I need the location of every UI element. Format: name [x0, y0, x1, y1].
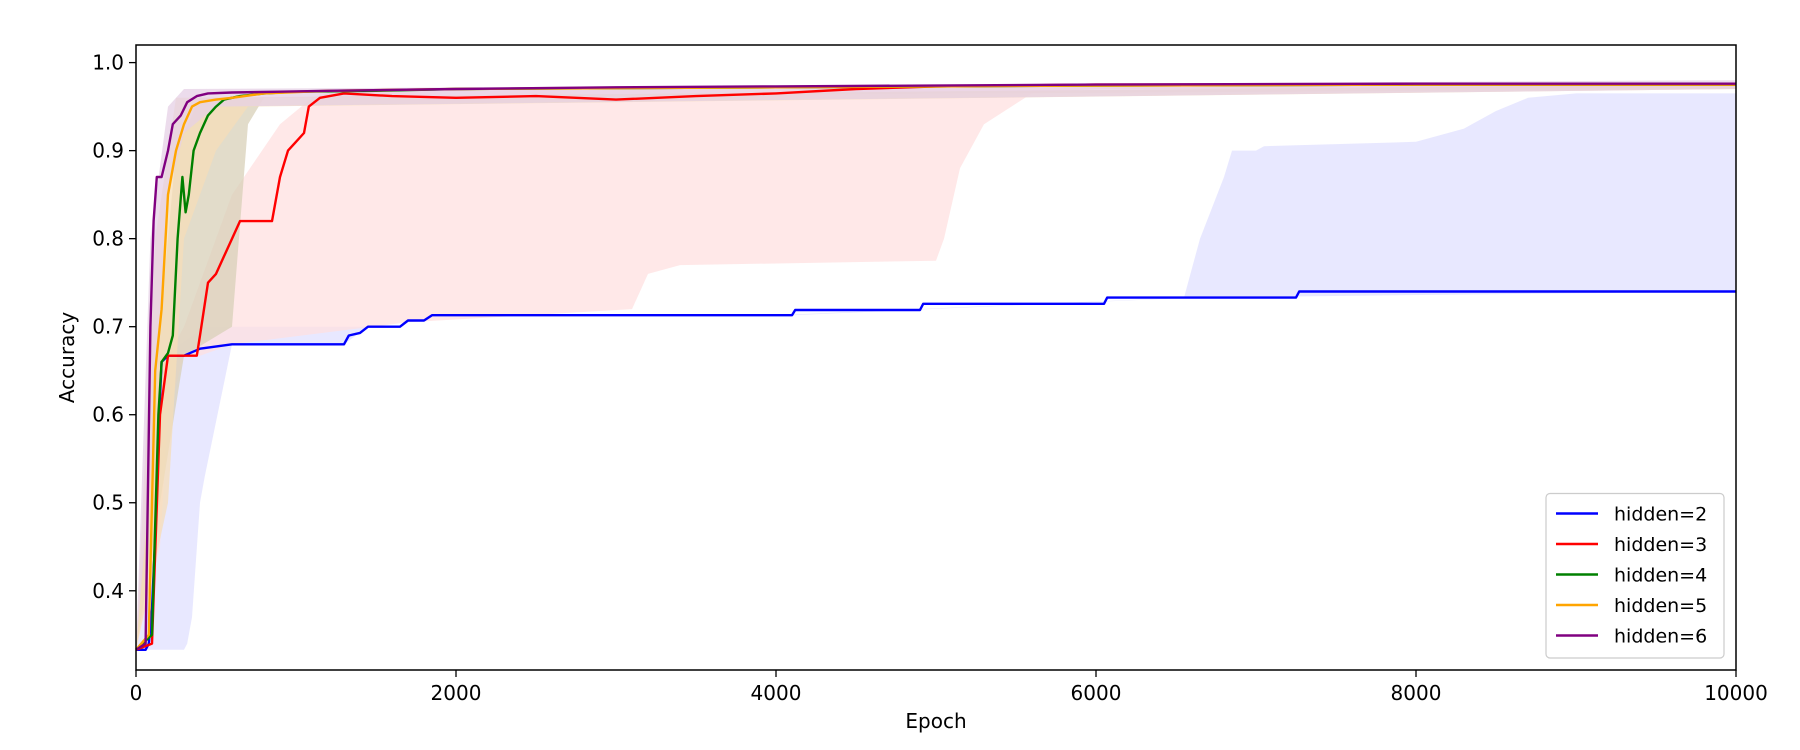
y-tick-label: 0.5 [92, 491, 124, 515]
x-tick-label: 8000 [1391, 681, 1442, 705]
y-tick-label: 0.9 [92, 139, 124, 163]
x-tick-label: 10000 [1704, 681, 1768, 705]
y-tick-label: 0.4 [92, 579, 124, 603]
y-axis-ticks: 0.4 0.5 0.6 0.7 0.8 0.9 1.0 [92, 51, 136, 603]
legend-box [1545, 492, 1725, 659]
confidence-bands [136, 80, 1736, 650]
legend-label: hidden=6 [1614, 626, 1707, 648]
plot-frame [135, 44, 1737, 671]
y-axis-title: Accuracy [55, 312, 79, 403]
x-tick-label: 6000 [1071, 681, 1122, 705]
legend: hidden=2 hidden=3 hidden=4 hidden=5 hidden=6 [1545, 492, 1725, 659]
x-tick-label: 2000 [431, 681, 482, 705]
y-tick-label: 0.8 [92, 227, 124, 251]
x-tick-label: 4000 [751, 681, 802, 705]
legend-label: hidden=4 [1614, 565, 1707, 587]
band-hidden-2 [136, 93, 1736, 650]
legend-label: hidden=5 [1614, 595, 1707, 617]
y-tick-label: 1.0 [92, 51, 124, 75]
x-axis-ticks: 0 2000 4000 6000 8000 10000 [130, 670, 1768, 705]
line-hidden-6 [135, 82, 1736, 651]
legend-label: hidden=2 [1614, 504, 1707, 526]
x-axis-title: Epoch [905, 709, 966, 733]
series-lines [135, 82, 1736, 651]
y-tick-label: 0.6 [92, 403, 124, 427]
y-tick-label: 0.7 [92, 315, 124, 339]
band-hidden-3 [136, 84, 1736, 650]
x-tick-label: 0 [130, 681, 143, 705]
legend-label: hidden=3 [1614, 534, 1707, 556]
